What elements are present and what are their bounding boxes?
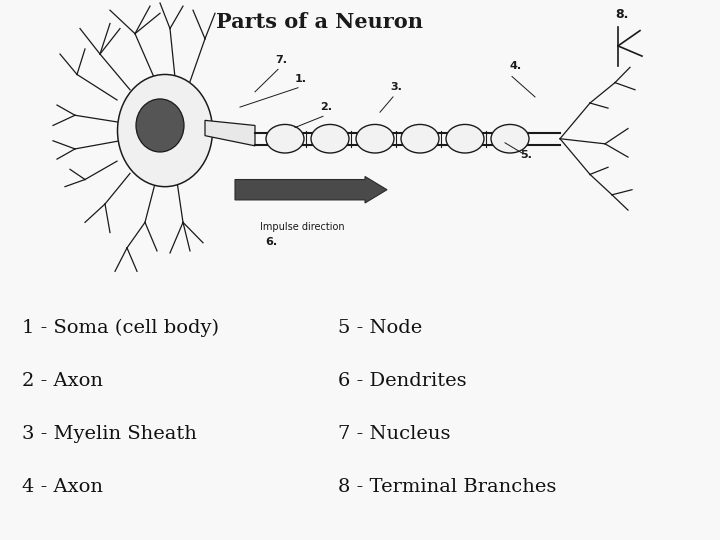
FancyArrow shape: [235, 177, 387, 203]
Text: Parts of a Neuron: Parts of a Neuron: [217, 12, 423, 32]
Text: 5.: 5.: [520, 150, 532, 160]
Text: 1.: 1.: [295, 73, 307, 84]
Text: 2.: 2.: [320, 102, 332, 112]
Ellipse shape: [311, 124, 349, 153]
Text: 8.: 8.: [615, 8, 629, 22]
Text: 5 - Node: 5 - Node: [338, 319, 423, 338]
Ellipse shape: [136, 99, 184, 152]
Ellipse shape: [117, 75, 212, 187]
Polygon shape: [205, 120, 255, 146]
Text: 6 - Dendrites: 6 - Dendrites: [338, 372, 467, 390]
Text: 8 - Terminal Branches: 8 - Terminal Branches: [338, 478, 557, 496]
Text: 2 - Axon: 2 - Axon: [22, 372, 102, 390]
Text: 3.: 3.: [390, 82, 402, 92]
Text: Impulse direction: Impulse direction: [260, 222, 345, 232]
Ellipse shape: [491, 124, 529, 153]
Text: 4.: 4.: [510, 62, 522, 71]
Ellipse shape: [356, 124, 394, 153]
Ellipse shape: [446, 124, 484, 153]
Text: 7.: 7.: [275, 55, 287, 65]
Text: 3 - Myelin Sheath: 3 - Myelin Sheath: [22, 425, 197, 443]
Ellipse shape: [266, 124, 304, 153]
Ellipse shape: [401, 124, 439, 153]
Text: 1 - Soma (cell body): 1 - Soma (cell body): [22, 319, 219, 338]
Text: 4 - Axon: 4 - Axon: [22, 478, 102, 496]
Text: 6.: 6.: [265, 237, 277, 247]
Text: 7 - Nucleus: 7 - Nucleus: [338, 425, 451, 443]
